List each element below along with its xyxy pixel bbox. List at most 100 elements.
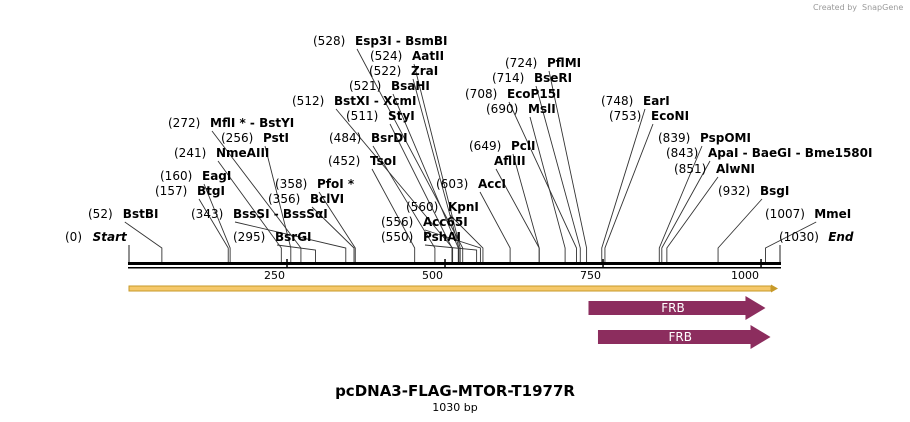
site-position: (241) <box>174 146 206 160</box>
site-name: End <box>828 230 854 244</box>
feature-frb[interactable]: FRB <box>597 325 771 349</box>
site-pfoi[interactable]: (358) PfoI * <box>275 177 355 191</box>
feature-frb[interactable]: FRB <box>588 296 766 320</box>
site-lines <box>124 48 817 262</box>
site-econi[interactable]: (753) EcoNI <box>609 109 689 123</box>
site-position: (690) <box>486 102 518 116</box>
site-line <box>495 168 540 262</box>
site-afliii[interactable]: AflIII <box>494 154 526 168</box>
plasmid-length: 1030 bp <box>432 401 477 414</box>
site-name: MmeI <box>814 207 851 221</box>
ruler-tick-label: 250 <box>264 269 285 282</box>
site-position: (512) <box>292 94 324 108</box>
site-zrai[interactable]: (522) ZraI <box>369 64 438 78</box>
site-position: (724) <box>505 56 537 70</box>
site-mmei[interactable]: (1007) MmeI <box>765 207 851 221</box>
site-name: NmeAIII <box>216 146 269 160</box>
site-bclvi[interactable]: (356) BclVI <box>268 192 344 206</box>
site-name: PspOMI <box>700 131 751 145</box>
site-line <box>479 191 511 262</box>
ruler: 250 500 750 1000 <box>264 259 762 282</box>
site-mfli[interactable]: (272) MflI * - BstYI <box>168 116 294 130</box>
site-line <box>311 206 355 262</box>
site-acc65i[interactable]: (556) Acc65I <box>381 215 468 229</box>
site-bstxi[interactable]: (512) BstXI - XcmI <box>292 94 416 108</box>
site-psti[interactable]: (256) PstI <box>221 131 289 145</box>
site-pcli[interactable]: (649) PclI <box>469 139 536 153</box>
credit-text: Created by <box>813 3 857 12</box>
insert-arrow <box>128 284 778 293</box>
site-bsgi[interactable]: (932) BsgI <box>718 184 789 198</box>
feature-label: FRB <box>661 301 684 315</box>
site-position: (708) <box>465 87 497 101</box>
site-pshai[interactable]: (550) PshAI <box>381 230 461 244</box>
site-eagi[interactable]: (160) EagI <box>160 169 231 183</box>
site-tsoi[interactable]: (452) TsoI <box>328 154 396 168</box>
site-line <box>318 191 356 262</box>
site-line <box>356 48 464 262</box>
site-line <box>529 116 566 262</box>
ruler-tick-label: 500 <box>422 269 443 282</box>
site-position: (52) <box>88 207 113 221</box>
site-bsrdi[interactable]: (484) BsrDI <box>329 131 408 145</box>
site-line <box>198 198 229 262</box>
site-line <box>658 145 703 262</box>
site-line <box>604 123 654 262</box>
site-name: EcoNI <box>651 109 689 123</box>
site-line <box>217 160 282 262</box>
site-position: (603) <box>436 177 468 191</box>
site-msli[interactable]: (690) MslI <box>486 102 556 116</box>
site-bsrgi[interactable]: (295) BsrGI <box>233 230 312 244</box>
site-line <box>424 229 481 262</box>
site-start[interactable]: (0) Start <box>65 230 128 244</box>
site-name: MslI <box>528 102 556 116</box>
site-position: (356) <box>268 192 300 206</box>
site-eari[interactable]: (748) EarI <box>601 94 670 108</box>
site-line <box>424 244 478 262</box>
site-name: PstI <box>263 131 289 145</box>
site-name: AatII <box>412 49 444 63</box>
site-position: (521) <box>349 79 381 93</box>
site-name: EarI <box>643 94 670 108</box>
site-styi[interactable]: (511) StyI <box>346 109 415 123</box>
site-btgi[interactable]: (157) BtgI <box>155 184 225 198</box>
site-name: StyI <box>388 109 415 123</box>
site-bsahi[interactable]: (521) BsaHI <box>349 79 430 93</box>
site-line <box>666 176 719 262</box>
site-position: (0) <box>65 230 82 244</box>
site-labels: (0) Start (52) BstBI (157) BtgI (160) EagI (241)… <box>65 34 872 244</box>
site-bseri[interactable]: (714) BseRI <box>492 71 572 85</box>
ruler-tick-label: 1000 <box>731 269 759 282</box>
site-name: MflI * - BstYI <box>210 116 294 130</box>
site-position: (157) <box>155 184 187 198</box>
site-alwni[interactable]: (851) AlwNI <box>674 162 755 176</box>
site-name: BsgI <box>760 184 789 198</box>
site-bsssi[interactable]: (343) BssSI - BssSαI <box>191 207 328 221</box>
site-name: BstBI <box>123 207 159 221</box>
site-line <box>449 214 484 262</box>
site-position: (358) <box>275 177 307 191</box>
site-kpni[interactable]: (560) KpnI <box>406 200 479 214</box>
site-name: BsaHI <box>391 79 430 93</box>
site-esp3i[interactable]: (528) Esp3I - BsmBI <box>313 34 447 48</box>
site-acci[interactable]: (603) AccI <box>436 177 506 191</box>
site-apai[interactable]: (843) ApaI - BaeGI - Bme1580I <box>666 146 872 160</box>
site-line <box>765 221 817 262</box>
site-line <box>371 168 416 262</box>
site-aatii[interactable]: (524) AatII <box>370 49 444 63</box>
site-line <box>508 101 577 262</box>
feature-arrow <box>597 325 771 349</box>
site-bstbi[interactable]: (52) BstBI <box>88 207 158 221</box>
site-pspomi[interactable]: (839) PspOMI <box>658 131 751 145</box>
insert-head <box>771 284 778 293</box>
site-pflmi[interactable]: (724) PflMI <box>505 56 581 70</box>
site-position: (560) <box>406 200 438 214</box>
site-name: Start <box>93 230 128 244</box>
site-position: (714) <box>492 71 524 85</box>
site-nmeaiii[interactable]: (241) NmeAIII <box>174 146 269 160</box>
site-position: (649) <box>469 139 501 153</box>
insert-bar <box>128 285 772 292</box>
site-line <box>548 70 588 262</box>
site-end[interactable]: (1030) End <box>779 230 854 244</box>
site-ecop15i[interactable]: (708) EcoP15I <box>465 87 561 101</box>
